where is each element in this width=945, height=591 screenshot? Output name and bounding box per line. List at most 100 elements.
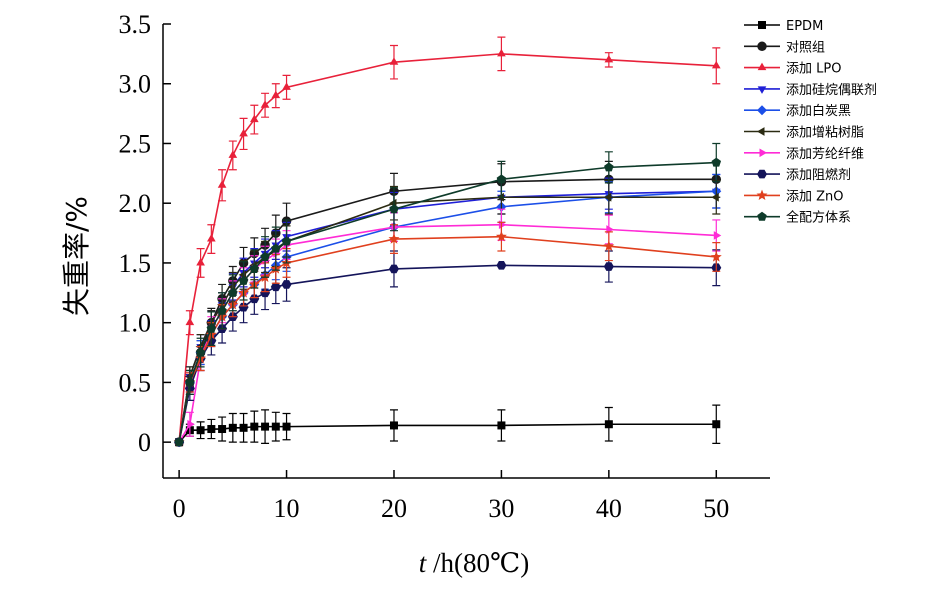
y-tick-label: 3.0 [119, 70, 152, 99]
legend-marker [757, 169, 767, 179]
legend-item: 添加硅烷偶联剂 [744, 83, 877, 98]
y-axis-title: 失重率/% [60, 196, 93, 316]
legend-marker [757, 211, 767, 221]
y-tick-label: 2.5 [119, 129, 152, 158]
series-3-point [497, 48, 506, 57]
x-tick-label: 30 [488, 494, 514, 523]
legend-label: 添加硅烷偶联剂 [786, 83, 877, 98]
series-3-line [178, 53, 717, 443]
axes [162, 24, 770, 479]
series-10-point [496, 174, 507, 184]
series-8-point [249, 294, 260, 304]
series-3-point [207, 234, 216, 242]
legend-item: EPDM [744, 19, 823, 34]
series-3-point [249, 114, 259, 123]
legend-label: 添加增粘树脂 [786, 126, 864, 141]
y-tick-label: 3.5 [119, 10, 152, 39]
series-7-point [713, 231, 722, 240]
series-2 [174, 160, 722, 447]
series-5 [174, 173, 722, 448]
legend-marker [757, 41, 767, 52]
legend-marker [757, 86, 767, 94]
legend-item: 添加 ZnO [744, 189, 844, 204]
series-1-point [282, 422, 291, 431]
legend-marker [757, 127, 765, 136]
legend-item: 对照组 [744, 40, 825, 55]
legend-label: 添加白炭黑 [786, 103, 851, 119]
series-8-point [270, 282, 281, 292]
legend-marker [757, 105, 767, 116]
legend-label: EPDM [786, 19, 823, 34]
series-3-point [196, 257, 205, 266]
x-axis-title-variable: t [419, 548, 428, 578]
series-5-line [178, 190, 717, 443]
series-3-point [185, 317, 195, 326]
y-tick-label: 1.0 [119, 309, 152, 338]
series-1-line [178, 423, 717, 443]
y-tick-label: 1.5 [119, 249, 152, 278]
ticks: 0 0.5 1.0 1.5 2.0 2.5 3.0 3.5 0 10 20 30 40 50 [119, 10, 730, 523]
series-10-point [238, 275, 249, 285]
series-1-point [239, 423, 248, 432]
legend-label: 全配方体系 [786, 210, 851, 226]
legend-label: 添加芳纶纤维 [786, 147, 864, 162]
legend-marker [757, 62, 767, 71]
series-8-point [388, 264, 399, 274]
series-8-line [178, 264, 717, 443]
series-10-point [174, 437, 184, 447]
legend-item: 全配方体系 [744, 210, 851, 226]
series-10-point [195, 347, 206, 357]
series-10-point [260, 251, 270, 262]
series-9-point [495, 230, 507, 242]
y-tick-label: 2.0 [119, 189, 152, 218]
series-4 [174, 173, 721, 448]
series-8-point [260, 288, 271, 298]
series-7 [176, 208, 722, 447]
series-1-point [196, 426, 205, 435]
series-10-point [249, 263, 260, 273]
series-8-point [281, 280, 292, 289]
legend-item: 添加白炭黑 [744, 103, 851, 119]
plot-area [173, 36, 722, 448]
legend-item: 添加增粘树脂 [744, 126, 864, 141]
series-9-point [710, 251, 722, 262]
series-8-point [603, 262, 614, 271]
series-3-point [217, 180, 227, 188]
series-3 [174, 36, 721, 445]
series-1-point [228, 423, 237, 432]
x-tick-label: 50 [703, 494, 729, 523]
series-10-point [711, 157, 722, 167]
series-7-point [187, 419, 195, 429]
series-2-line [178, 178, 717, 443]
series-6 [174, 179, 721, 447]
legend-label: 添加阻燃剂 [786, 167, 851, 183]
x-axis-title: t /h(80℃) [419, 548, 529, 578]
series-6-point [603, 192, 612, 202]
series-3-point [282, 82, 291, 90]
legend-label: 对照组 [786, 40, 825, 55]
series-6-point [711, 192, 719, 202]
legend-marker [759, 148, 767, 158]
series-9-point [603, 240, 615, 251]
series-10-line [178, 161, 717, 443]
series-7-point [606, 225, 614, 234]
y-tick-label: 0 [138, 428, 151, 457]
series-1-point [497, 421, 506, 430]
series-3-point [711, 60, 721, 69]
series-3-point [260, 100, 270, 108]
x-axis-title-unit: /h(80℃) [426, 548, 529, 578]
legend-marker [756, 189, 768, 201]
series-10-point [281, 236, 292, 246]
series-1-point [207, 425, 216, 434]
series-3-point [239, 128, 248, 137]
series-8-point [496, 261, 507, 270]
legend-item: 添加 LPO [744, 62, 841, 77]
series-6-line [178, 196, 717, 443]
series-10-point [185, 377, 195, 387]
x-tick-label: 0 [173, 494, 186, 523]
series-7-point [498, 220, 507, 230]
series-1-point [712, 420, 721, 429]
series-1-point [604, 420, 613, 429]
